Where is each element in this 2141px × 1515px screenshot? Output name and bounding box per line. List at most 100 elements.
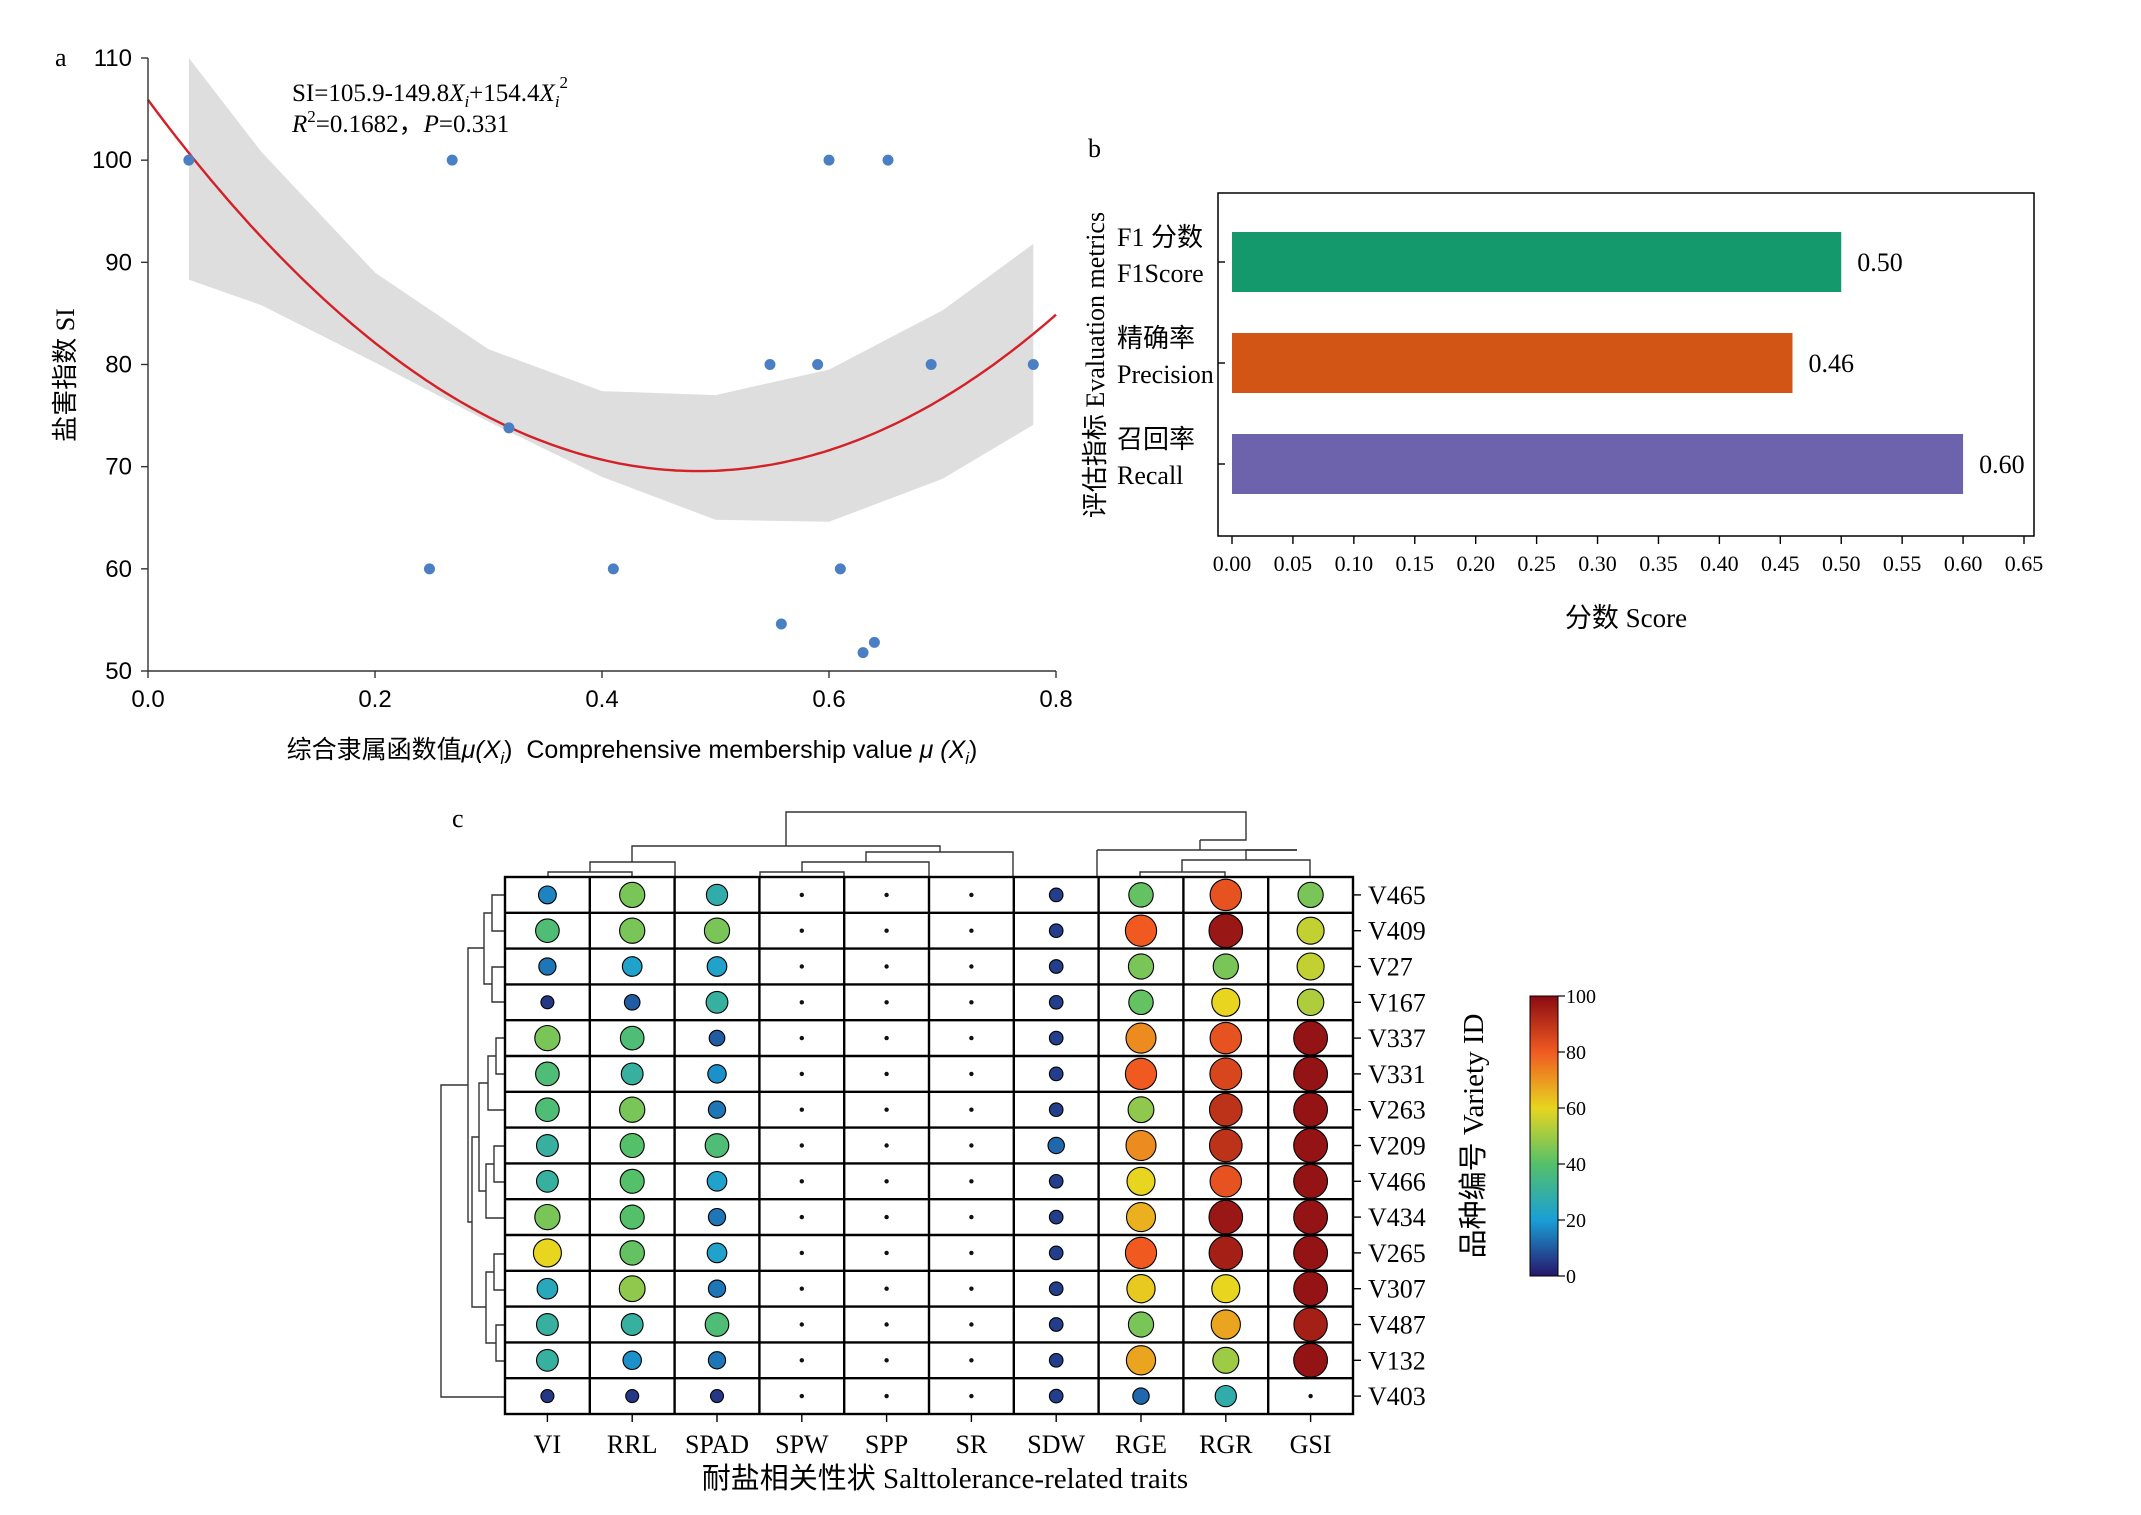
category-label-zh: 召回率 [1117,425,1195,454]
y-tick-label: 50 [105,658,132,685]
bubble [884,964,889,969]
bubble [1293,1056,1329,1092]
bubble [1048,923,1064,939]
panel-c-xlabel: 耐盐相关性状 Salttolerance-related traits [702,1462,1188,1495]
category-label-en: Recall [1117,461,1183,490]
colorbar-tick-label: 100 [1566,986,1596,1008]
bubble [969,1286,974,1291]
bubble [706,1170,728,1192]
column-dendrogram [547,811,1311,882]
x-tick-label: 0.65 [2005,551,2044,576]
bubble [706,956,728,977]
bubble [707,1351,727,1370]
bubble [1048,1352,1064,1368]
bubble [535,1134,559,1157]
column-label: SPP [865,1430,908,1459]
bubble [1209,1165,1243,1198]
x-tick-label: 0.00 [1213,551,1252,576]
x-tick-label: 0.35 [1639,551,1678,576]
row-label: V307 [1368,1275,1426,1304]
y-tick-label: 110 [94,45,132,72]
bubble [799,1071,804,1077]
bubble [704,1312,730,1337]
panel-a-letter: a [55,43,67,72]
bubble [1048,1388,1064,1404]
category-label-zh: 精确率 [1117,324,1195,353]
bubble [1125,1129,1157,1162]
bubble [799,1143,804,1148]
bubble [799,928,804,933]
bubble [538,957,557,976]
category-label-en: Precision [1117,360,1214,389]
x-tick-label: 0.60 [1944,551,1983,576]
bubble [619,1240,645,1266]
row-label: V132 [1368,1346,1426,1375]
bubble [1128,882,1154,908]
column-label: SR [955,1430,987,1459]
colorbar-gradient [1529,995,1559,1277]
bubble [884,1107,889,1112]
column-label: SPAD [685,1430,749,1459]
bubble [1211,987,1241,1017]
column-label: VI [534,1430,561,1459]
bubble [1125,1202,1157,1233]
bubble [1125,1022,1157,1054]
bubble [535,1097,560,1123]
panel-b-letter: b [1088,134,1101,163]
bubble [707,1064,727,1084]
column-label: SDW [1027,1430,1085,1459]
bubble [534,1024,561,1052]
row-label: V263 [1368,1096,1426,1125]
heatmap-bubbles [532,878,1329,1408]
heatmap-labels: VI RRL SPAD SPW SPP SR SDW RGE RGR GSI V465 V409 V27… [534,881,1490,1495]
bubble [1208,1235,1244,1271]
bubble [884,1071,889,1077]
bubble [1209,1057,1243,1091]
x-tick-label: 0.30 [1578,551,1617,576]
y-tick-label: 100 [92,147,132,174]
bubble [705,883,729,907]
bubble [704,1133,730,1158]
y-tick-label: 80 [105,352,132,379]
bubble [540,1389,555,1404]
data-point [868,636,880,648]
bubble [969,1107,974,1112]
bubble [1208,913,1244,949]
column-label: SPW [775,1430,829,1459]
column-label: GSI [1290,1430,1332,1459]
category-label-zh: F1 分数 [1117,223,1203,252]
row-label: V466 [1368,1167,1426,1196]
bubble [619,917,646,944]
bubble [706,1242,728,1264]
bubble [1293,1163,1329,1199]
bubble [622,1350,642,1371]
x-tick-label: 0.55 [1883,551,1922,576]
row-label: V409 [1368,917,1426,946]
y-tick-label: 60 [105,556,132,583]
x-tick-label: 0.10 [1335,551,1374,576]
panel-c-ylabel: 品种编号 Variety ID [1457,1014,1490,1259]
bubble [1208,1199,1244,1235]
bubble [707,1207,727,1227]
x-tick-label: 0.05 [1274,551,1313,576]
bubble [884,1393,889,1399]
bubble [884,1358,889,1363]
row-dendrogram [440,894,505,1398]
data-point [857,647,869,659]
bubble [1293,1235,1329,1271]
bubble [707,1279,727,1298]
panel-a-xlabel: 综合隶属函数值μ(Xi) Comprehensive membership va… [287,736,978,768]
bubble [1293,1199,1329,1235]
bar-value-label: 0.46 [1808,349,1854,378]
bubble [1214,1384,1237,1408]
x-tick-label: 0.45 [1761,551,1800,576]
data-point [812,359,824,370]
x-tick-label: 0.8 [1039,686,1072,713]
data-point [607,563,619,575]
bubble [619,1025,645,1051]
bubble [1209,1021,1243,1055]
bar [1232,434,1964,494]
confidence-band [188,58,1034,522]
bubble [969,1393,974,1399]
bubble [1210,1309,1241,1340]
